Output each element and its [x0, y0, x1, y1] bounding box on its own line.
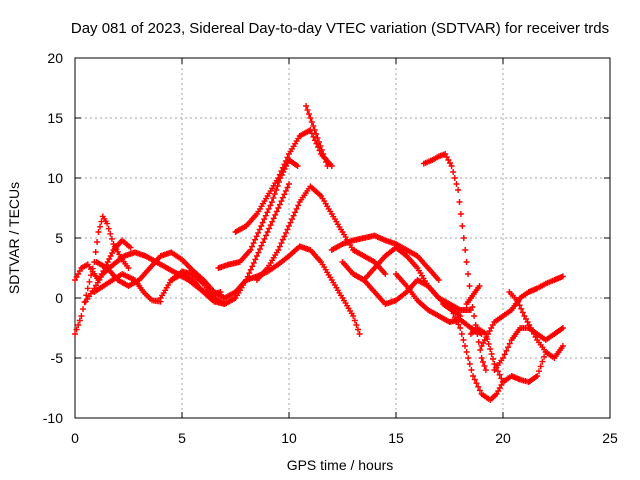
data-point-markers: [440, 301, 506, 403]
y-tick-label: 20: [47, 50, 63, 66]
series-arc-5: [93, 249, 250, 301]
x-tick-label: 5: [178, 430, 186, 446]
y-tick-label: 15: [47, 110, 63, 126]
data-point-markers: [253, 183, 389, 283]
y-tick-label: 5: [55, 230, 63, 246]
y-tick-label: -10: [43, 410, 63, 426]
series-arc-20: [463, 283, 483, 307]
series-arc-12: [243, 243, 363, 337]
data-point-markers: [93, 249, 250, 301]
series-arc-17: [420, 151, 489, 373]
y-tick-label: 0: [55, 290, 63, 306]
x-tick-label: 15: [388, 430, 404, 446]
grid: [75, 58, 610, 418]
series-arc-13: [328, 232, 442, 283]
chart-title: Day 081 of 2023, Sidereal Day-to-day VTE…: [71, 20, 609, 37]
data-point-markers: [328, 232, 442, 283]
axis-ticks: 0 5 10 15 20 25 -10 -5 0 5 10 15 20: [43, 50, 618, 446]
series-arc-23: [506, 289, 566, 361]
y-axis-label: SDTVAR / TECUs: [6, 182, 22, 294]
data-point-markers: [243, 243, 363, 337]
data-point-markers: [303, 103, 331, 169]
x-tick-label: 20: [495, 430, 511, 446]
series-arc-18: [440, 301, 506, 403]
series-arc-7: [168, 181, 292, 307]
data-point-markers: [168, 181, 292, 307]
series-arc-11: [253, 183, 389, 283]
y-tick-label: 10: [47, 170, 63, 186]
data-point-markers: [506, 289, 566, 361]
data-marks: [72, 103, 566, 403]
x-axis-label: GPS time / hours: [287, 457, 394, 473]
x-tick-label: 25: [602, 430, 618, 446]
data-point-markers: [420, 151, 489, 373]
y-tick-label: -5: [51, 350, 64, 366]
series-arc-10: [303, 103, 331, 169]
data-point-markers: [463, 283, 483, 307]
x-tick-label: 10: [281, 430, 297, 446]
x-tick-label: 0: [71, 430, 79, 446]
